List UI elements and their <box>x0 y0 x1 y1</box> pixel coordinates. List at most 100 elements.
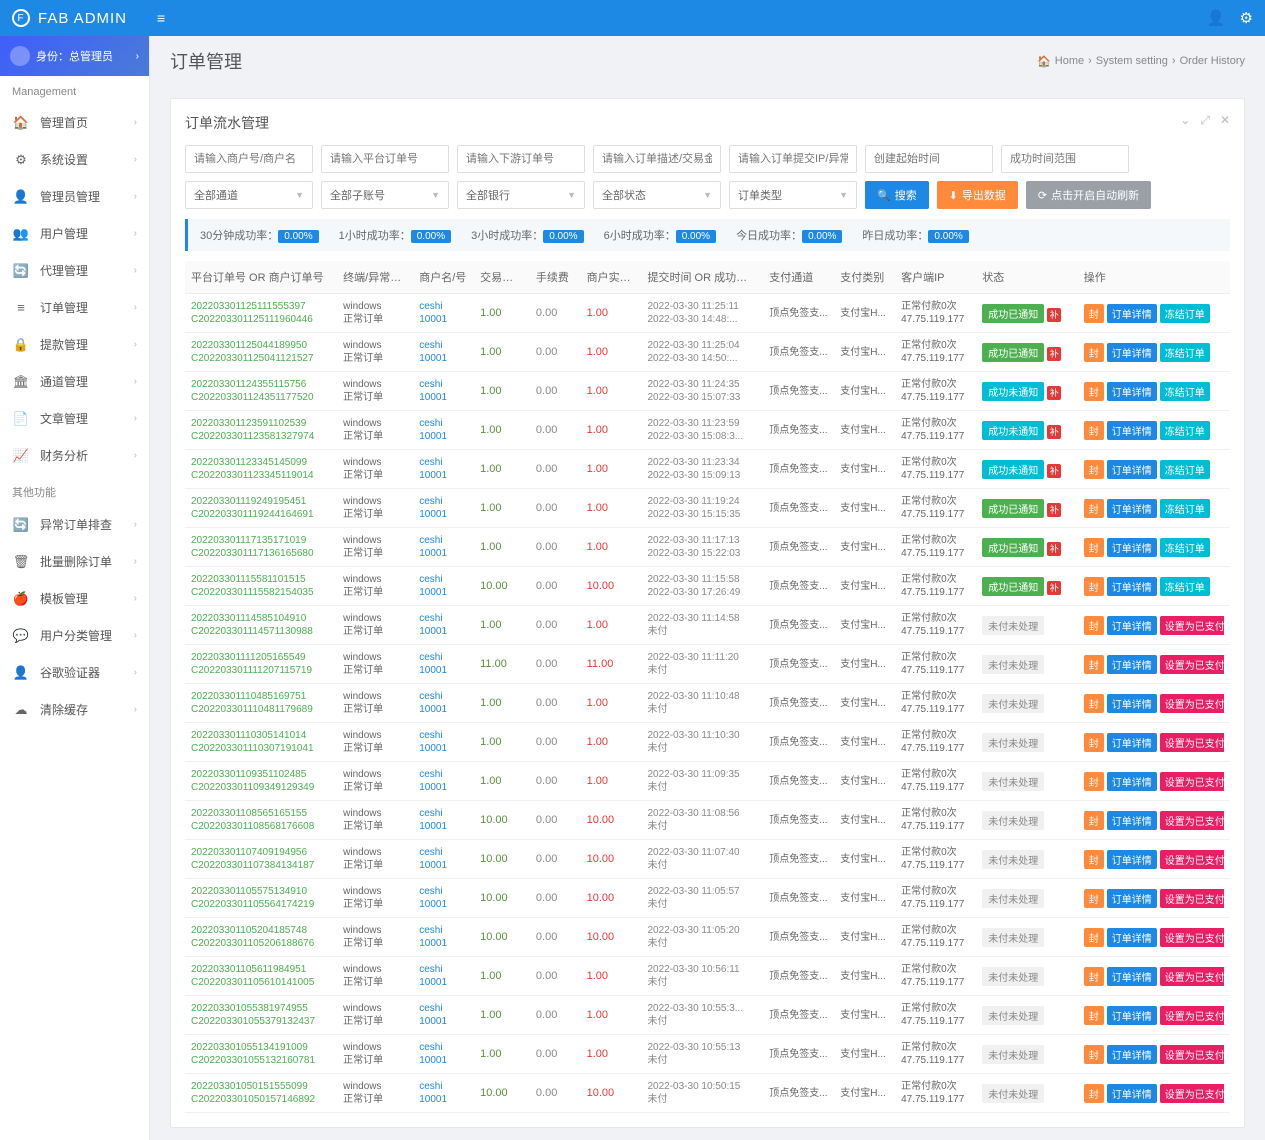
merchant-name[interactable]: ceshi <box>419 495 468 508</box>
merchant-name[interactable]: ceshi <box>419 378 468 391</box>
detail-button[interactable]: 订单详情 <box>1107 733 1157 752</box>
merchant-id[interactable]: 10001 <box>419 742 468 755</box>
seal-button[interactable]: 封 <box>1084 655 1104 674</box>
merchant-name[interactable]: ceshi <box>419 807 468 820</box>
merchant-id[interactable]: 10001 <box>419 664 468 677</box>
merchant-name[interactable]: ceshi <box>419 339 468 352</box>
user-icon[interactable]: 👤 <box>1207 9 1226 27</box>
filter-select-4[interactable]: 订单类型▼ <box>729 181 857 209</box>
seal-button[interactable]: 封 <box>1084 304 1104 323</box>
merchant-id[interactable]: 10001 <box>419 937 468 950</box>
seal-button[interactable]: 封 <box>1084 928 1104 947</box>
seal-button[interactable]: 封 <box>1084 382 1104 401</box>
sidebar-item-2[interactable]: 🍎模板管理› <box>0 580 149 617</box>
setpaid-button[interactable]: 设置为已支付 <box>1160 733 1224 752</box>
merchant-id[interactable]: 10001 <box>419 898 468 911</box>
detail-button[interactable]: 订单详情 <box>1107 889 1157 908</box>
seal-button[interactable]: 封 <box>1084 421 1104 440</box>
detail-button[interactable]: 订单详情 <box>1107 967 1157 986</box>
sidebar-item-0[interactable]: 🔄异常订单排查› <box>0 506 149 543</box>
detail-button[interactable]: 订单详情 <box>1107 616 1157 635</box>
filter-input-5[interactable] <box>865 145 993 173</box>
filter-select-1[interactable]: 全部子账号▼ <box>321 181 449 209</box>
merchant-id[interactable]: 10001 <box>419 976 468 989</box>
setpaid-button[interactable]: 设置为已支付 <box>1160 616 1224 635</box>
gear-icon[interactable]: ⚙ <box>1240 9 1253 27</box>
merchant-id[interactable]: 10001 <box>419 781 468 794</box>
sidebar-item-0[interactable]: 🏠管理首页› <box>0 104 149 141</box>
seal-button[interactable]: 封 <box>1084 460 1104 479</box>
merchant-id[interactable]: 10001 <box>419 352 468 365</box>
seal-button[interactable]: 封 <box>1084 577 1104 596</box>
seal-button[interactable]: 封 <box>1084 1006 1104 1025</box>
setpaid-button[interactable]: 设置为已支付 <box>1160 811 1224 830</box>
merchant-id[interactable]: 10001 <box>419 820 468 833</box>
filter-input-0[interactable] <box>185 145 313 173</box>
merchant-id[interactable]: 10001 <box>419 313 468 326</box>
filter-select-3[interactable]: 全部状态▼ <box>593 181 721 209</box>
freeze-button[interactable]: 冻结订单 <box>1160 577 1210 596</box>
sidebar-item-8[interactable]: 📄文章管理› <box>0 400 149 437</box>
setpaid-button[interactable]: 设置为已支付 <box>1160 889 1224 908</box>
seal-button[interactable]: 封 <box>1084 850 1104 869</box>
merchant-name[interactable]: ceshi <box>419 963 468 976</box>
merchant-id[interactable]: 10001 <box>419 1054 468 1067</box>
merchant-name[interactable]: ceshi <box>419 534 468 547</box>
merchant-name[interactable]: ceshi <box>419 300 468 313</box>
collapse-icon[interactable]: ⌄ <box>1180 113 1190 128</box>
sidebar-item-5[interactable]: ☁清除缓存› <box>0 691 149 728</box>
setpaid-button[interactable]: 设置为已支付 <box>1160 655 1224 674</box>
merchant-id[interactable]: 10001 <box>419 391 468 404</box>
sidebar-item-4[interactable]: 👤谷歌验证器› <box>0 654 149 691</box>
merchant-name[interactable]: ceshi <box>419 729 468 742</box>
merchant-id[interactable]: 10001 <box>419 508 468 521</box>
seal-button[interactable]: 封 <box>1084 499 1104 518</box>
detail-button[interactable]: 订单详情 <box>1107 382 1157 401</box>
merchant-name[interactable]: ceshi <box>419 1080 468 1093</box>
detail-button[interactable]: 订单详情 <box>1107 304 1157 323</box>
freeze-button[interactable]: 冻结订单 <box>1160 499 1210 518</box>
setpaid-button[interactable]: 设置为已支付 <box>1160 1006 1224 1025</box>
freeze-button[interactable]: 冻结订单 <box>1160 304 1210 323</box>
merchant-id[interactable]: 10001 <box>419 1015 468 1028</box>
seal-button[interactable]: 封 <box>1084 889 1104 908</box>
freeze-button[interactable]: 冻结订单 <box>1160 343 1210 362</box>
detail-button[interactable]: 订单详情 <box>1107 343 1157 362</box>
crumb-orders[interactable]: Order History <box>1180 55 1245 67</box>
sidebar-item-1[interactable]: 🗑批量删除订单› <box>0 543 149 580</box>
sidebar-item-9[interactable]: 📈财务分析› <box>0 437 149 474</box>
merchant-name[interactable]: ceshi <box>419 456 468 469</box>
sidebar-item-4[interactable]: 🔄代理管理› <box>0 252 149 289</box>
crumb-home[interactable]: Home <box>1055 55 1084 67</box>
merchant-id[interactable]: 10001 <box>419 547 468 560</box>
setpaid-button[interactable]: 设置为已支付 <box>1160 694 1224 713</box>
merchant-name[interactable]: ceshi <box>419 612 468 625</box>
sidebar-item-5[interactable]: ≡订单管理› <box>0 289 149 326</box>
export-button[interactable]: ⬇导出数据 <box>937 181 1018 209</box>
setpaid-button[interactable]: 设置为已支付 <box>1160 772 1224 791</box>
seal-button[interactable]: 封 <box>1084 733 1104 752</box>
seal-button[interactable]: 封 <box>1084 772 1104 791</box>
freeze-button[interactable]: 冻结订单 <box>1160 382 1210 401</box>
detail-button[interactable]: 订单详情 <box>1107 772 1157 791</box>
freeze-button[interactable]: 冻结订单 <box>1160 538 1210 557</box>
detail-button[interactable]: 订单详情 <box>1107 850 1157 869</box>
seal-button[interactable]: 封 <box>1084 694 1104 713</box>
merchant-id[interactable]: 10001 <box>419 859 468 872</box>
seal-button[interactable]: 封 <box>1084 616 1104 635</box>
detail-button[interactable]: 订单详情 <box>1107 1045 1157 1064</box>
setpaid-button[interactable]: 设置为已支付 <box>1160 1045 1224 1064</box>
seal-button[interactable]: 封 <box>1084 538 1104 557</box>
merchant-id[interactable]: 10001 <box>419 625 468 638</box>
merchant-id[interactable]: 10001 <box>419 586 468 599</box>
merchant-name[interactable]: ceshi <box>419 651 468 664</box>
merchant-id[interactable]: 10001 <box>419 430 468 443</box>
detail-button[interactable]: 订单详情 <box>1107 928 1157 947</box>
merchant-name[interactable]: ceshi <box>419 846 468 859</box>
merchant-name[interactable]: ceshi <box>419 417 468 430</box>
detail-button[interactable]: 订单详情 <box>1107 421 1157 440</box>
filter-select-2[interactable]: 全部银行▼ <box>457 181 585 209</box>
role-box[interactable]: 身份：总管理员 › <box>0 36 149 76</box>
setpaid-button[interactable]: 设置为已支付 <box>1160 967 1224 986</box>
sidebar-item-1[interactable]: ⚙系统设置› <box>0 141 149 178</box>
